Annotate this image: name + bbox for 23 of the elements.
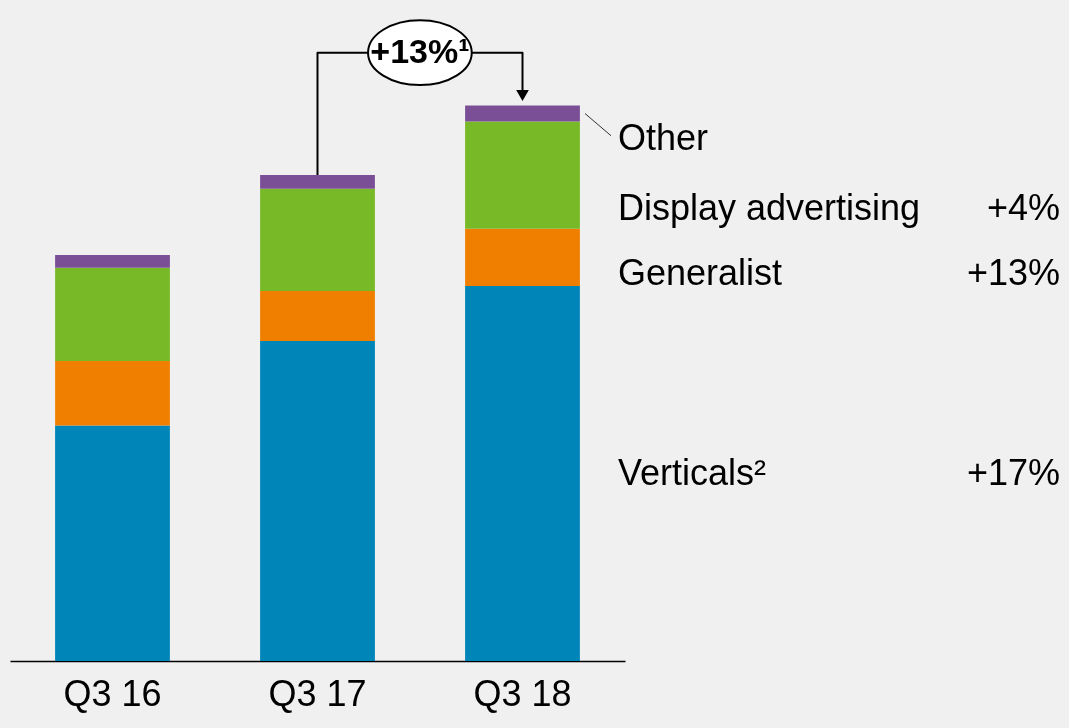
bar [465,105,580,122]
x-tick-label: Q3 18 [473,672,572,714]
x-tick-label: Q3 16 [63,672,162,714]
text: +13%¹ [370,31,470,70]
series-label: Verticals² [618,451,767,493]
series-label: Other [618,116,709,158]
bar [465,286,580,661]
x-tick-label: Q3 17 [268,672,367,714]
bar [260,291,375,341]
text: +13% [966,252,1060,294]
bar [55,425,170,661]
bar [55,267,170,361]
bar [260,188,375,291]
bar [55,254,170,268]
text: +4% [986,187,1060,229]
bar [465,121,580,229]
bar [260,174,375,189]
series-label: Display advertising [618,187,921,229]
text: +17% [966,451,1060,493]
bar [260,341,375,661]
series-label: Generalist [618,252,783,294]
bar [55,361,170,426]
bar [465,228,580,286]
